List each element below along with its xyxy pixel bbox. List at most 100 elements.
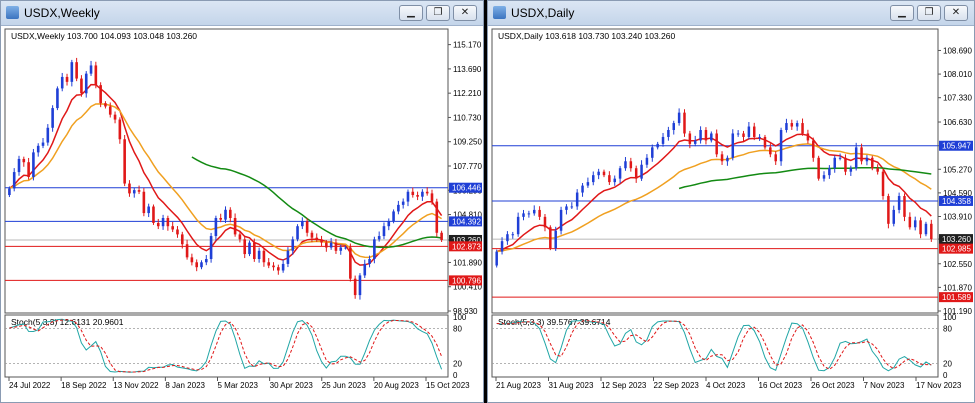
candle-body bbox=[608, 175, 611, 183]
candle-body bbox=[142, 191, 146, 214]
candle-body bbox=[339, 247, 343, 251]
candle-body bbox=[559, 209, 563, 231]
stochastic-level-label: 20 bbox=[453, 359, 462, 368]
candle-body bbox=[758, 136, 761, 138]
candle-body bbox=[704, 130, 708, 141]
close-icon[interactable]: ✕ bbox=[944, 5, 968, 21]
candle-body bbox=[693, 140, 697, 144]
candle-body bbox=[243, 239, 247, 255]
candle-body bbox=[272, 265, 275, 268]
candle-body bbox=[613, 178, 616, 183]
candle-body bbox=[624, 161, 627, 169]
candle-body bbox=[887, 196, 890, 224]
x-tick-label: 25 Jun 2023 bbox=[322, 381, 367, 390]
price-tag-label: 100.796 bbox=[452, 276, 481, 285]
y-tick-label: 107.330 bbox=[943, 94, 972, 103]
candle-body bbox=[296, 226, 299, 240]
chart-header-text: USDX,Daily 103.618 103.730 103.240 103.2… bbox=[498, 31, 675, 41]
y-tick-label: 102.550 bbox=[943, 260, 972, 269]
candle-body bbox=[854, 147, 858, 169]
price-tag-box bbox=[939, 195, 973, 206]
candle-body bbox=[286, 250, 290, 264]
candle-body bbox=[373, 239, 376, 260]
restore-icon[interactable]: ❐ bbox=[426, 5, 450, 21]
daily-chart-window[interactable]: USDX,Daily ▁ ❐ ✕ USDX,Daily 103.618 103.… bbox=[487, 0, 975, 403]
price-tag-label: 106.446 bbox=[452, 184, 481, 193]
candle-body bbox=[180, 234, 184, 245]
candle-body bbox=[763, 136, 767, 148]
stochastic-level-label: 20 bbox=[943, 359, 952, 368]
x-tick-label: 12 Sep 2023 bbox=[601, 381, 647, 390]
y-tick-label: 108.690 bbox=[943, 46, 972, 55]
weekly-titlebar[interactable]: USDX,Weekly ▁ ❐ ✕ bbox=[1, 1, 483, 26]
candle-body bbox=[774, 154, 777, 162]
candle-body bbox=[315, 237, 319, 240]
candle-body bbox=[416, 195, 419, 197]
price-panel-frame bbox=[491, 28, 939, 314]
candle-body bbox=[176, 229, 179, 235]
candle-body bbox=[672, 123, 676, 131]
candle-body bbox=[253, 242, 256, 260]
candle-body bbox=[554, 230, 557, 249]
candle-body bbox=[99, 85, 102, 104]
candle-body bbox=[838, 157, 842, 159]
candle-body bbox=[344, 247, 347, 249]
x-tick-label: 21 Aug 2023 bbox=[496, 381, 541, 390]
ma-fast-line bbox=[496, 133, 932, 253]
candle-body bbox=[667, 130, 670, 137]
weekly-chart-window[interactable]: USDX,Weekly ▁ ❐ ✕ USDX,Weekly 103.700 10… bbox=[0, 0, 484, 403]
candle-body bbox=[200, 262, 203, 268]
candle-body bbox=[881, 171, 885, 197]
candle-body bbox=[597, 171, 600, 176]
candle-body bbox=[715, 133, 718, 155]
candle-body bbox=[806, 133, 810, 141]
candle-body bbox=[736, 133, 740, 135]
candle-body bbox=[334, 242, 338, 251]
weekly-price-chart[interactable]: USDX,Weekly 103.700 104.093 103.048 103.… bbox=[1, 25, 483, 402]
candle-body bbox=[844, 157, 847, 172]
candle-body bbox=[229, 209, 232, 218]
stochastic-level-label: 80 bbox=[943, 325, 952, 334]
x-tick-label: 31 Aug 2023 bbox=[549, 381, 594, 390]
price-tag-label: 104.392 bbox=[452, 217, 481, 226]
candle-body bbox=[89, 65, 93, 74]
candle-body bbox=[305, 221, 309, 233]
window-divider bbox=[484, 0, 487, 403]
candle-body bbox=[924, 223, 928, 235]
restore-icon[interactable]: ❐ bbox=[917, 5, 941, 21]
candle-body bbox=[495, 251, 498, 266]
close-icon[interactable]: ✕ bbox=[453, 5, 477, 21]
daily-price-chart[interactable]: USDX,Daily 103.618 103.730 103.240 103.2… bbox=[488, 25, 974, 402]
candle-body bbox=[277, 267, 280, 271]
candle-body bbox=[849, 168, 853, 172]
x-tick-label: 24 Jul 2022 bbox=[9, 381, 51, 390]
y-tick-label: 100.410 bbox=[453, 283, 482, 292]
candle-body bbox=[549, 227, 552, 249]
minimize-icon[interactable]: ▁ bbox=[399, 5, 423, 21]
candle-body bbox=[214, 217, 218, 237]
y-tick-label: 115.170 bbox=[453, 41, 482, 50]
candle-body bbox=[538, 209, 541, 217]
candle-body bbox=[301, 221, 304, 227]
minimize-icon[interactable]: ▁ bbox=[890, 5, 914, 21]
candle-body bbox=[248, 242, 251, 255]
candle-body bbox=[592, 175, 595, 183]
chart-header-text: USDX,Weekly 103.700 104.093 103.048 103.… bbox=[11, 31, 197, 41]
price-tag-label: 104.358 bbox=[942, 197, 971, 206]
candle-body bbox=[892, 209, 896, 224]
candle-body bbox=[358, 275, 362, 296]
daily-window-title: USDX,Daily bbox=[511, 6, 575, 20]
price-tag-label: 101.589 bbox=[942, 293, 971, 302]
y-tick-label: 101.870 bbox=[943, 283, 972, 292]
daily-titlebar[interactable]: USDX,Daily ▁ ❐ ✕ bbox=[488, 1, 974, 26]
y-tick-label: 98.930 bbox=[453, 307, 478, 316]
x-tick-label: 5 Mar 2023 bbox=[218, 381, 259, 390]
candle-body bbox=[56, 88, 59, 109]
candle-body bbox=[238, 234, 242, 240]
candle-body bbox=[32, 152, 35, 177]
candle-body bbox=[329, 242, 333, 248]
candle-body bbox=[171, 226, 174, 230]
candle-body bbox=[406, 191, 410, 202]
candle-body bbox=[421, 191, 424, 197]
candle-body bbox=[209, 236, 213, 260]
